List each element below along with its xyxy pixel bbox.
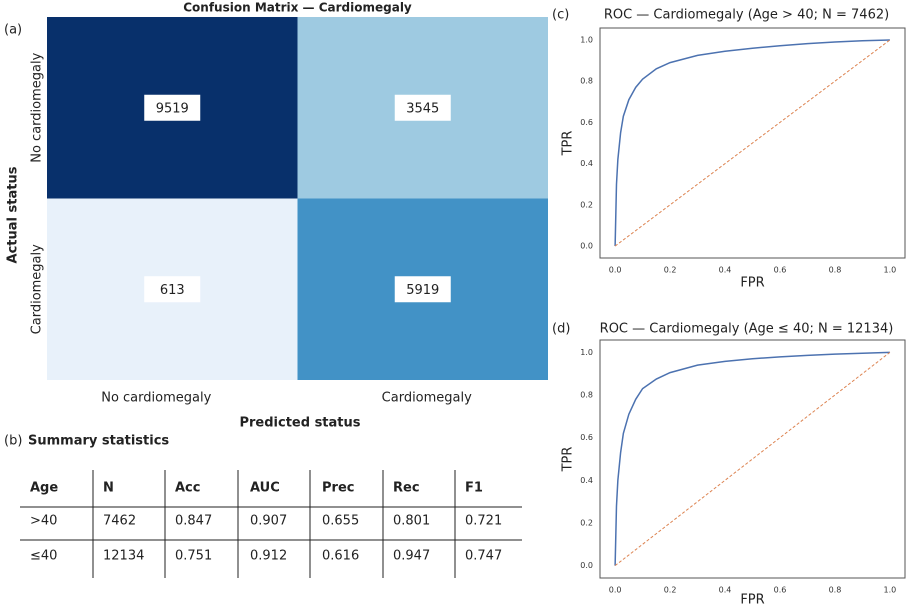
roc-line — [614, 351, 890, 566]
table-cell: 0.947 — [393, 549, 430, 564]
value-label: 9519 — [156, 101, 189, 116]
column-header: Prec — [322, 481, 354, 496]
table-cell: 7462 — [103, 514, 136, 529]
y-tick-label: 0.4 — [580, 476, 593, 485]
panel-label: (a) — [4, 23, 22, 38]
x-tick-label: 0.4 — [719, 266, 732, 275]
roc-line — [614, 39, 891, 247]
roc-line — [614, 39, 890, 247]
x-tick-label: 0.6 — [774, 586, 787, 595]
y-tick-label: 1.0 — [580, 348, 593, 357]
chart-title: Confusion Matrix — Cardiomegaly — [183, 1, 412, 15]
panel-label: (d) — [552, 322, 570, 337]
y-tick-label: 0.8 — [580, 77, 593, 86]
x-axis-label: Predicted status — [239, 416, 360, 431]
x-axis-label: FPR — [740, 276, 764, 291]
y-tick-label: 0.0 — [580, 561, 593, 570]
table-cell: 0.751 — [175, 549, 212, 564]
x-tick-label: 0.8 — [829, 586, 842, 595]
table-cell: 0.655 — [322, 514, 359, 529]
x-tick-label: 1.0 — [884, 586, 897, 595]
y-axis-label: TPR — [561, 131, 576, 157]
plot-frame — [599, 339, 906, 579]
x-tick-label: 0.8 — [829, 266, 842, 275]
table-cell: >40 — [30, 514, 57, 529]
table-title: Summary statistics — [28, 434, 169, 449]
x-axis-label: FPR — [740, 593, 764, 608]
column-header: F1 — [465, 481, 483, 496]
y-tick-label: No cardiomegaly — [30, 52, 45, 162]
table-cell: 0.907 — [250, 514, 287, 529]
panel-label: (c) — [552, 8, 569, 23]
x-tick-label: 0.2 — [664, 586, 677, 595]
y-axis-label: Actual status — [6, 166, 21, 263]
y-tick-label: 0.6 — [580, 433, 593, 442]
table-cell: 0.847 — [175, 514, 212, 529]
plot-frame — [599, 27, 906, 259]
y-tick-label: 0.2 — [580, 518, 593, 527]
y-tick-label: 0.8 — [580, 391, 593, 400]
y-tick-label: 0.4 — [580, 159, 593, 168]
table-cell: 12134 — [103, 549, 144, 564]
column-header: Rec — [393, 481, 420, 496]
x-tick-label: 0.0 — [609, 586, 622, 595]
table-cell: 0.616 — [322, 549, 359, 564]
table-cell: 0.801 — [393, 514, 430, 529]
value-label: 613 — [160, 283, 185, 298]
value-label-box — [394, 276, 451, 303]
value-label-box — [144, 276, 201, 303]
y-tick-label: 0.2 — [580, 200, 593, 209]
y-tick-label: 1.0 — [580, 35, 593, 44]
column-header: AUC — [250, 481, 280, 496]
y-tick-label: 0.0 — [580, 242, 593, 251]
table-cell: 0.721 — [465, 514, 502, 529]
x-tick-label: No cardiomegaly — [101, 391, 211, 406]
y-tick-label: 0.6 — [580, 118, 593, 127]
value-label-box — [394, 94, 451, 121]
x-tick-label: 0.4 — [719, 586, 732, 595]
value-label-box — [144, 94, 201, 121]
column-header: Age — [30, 481, 58, 496]
x-tick-label: 0.2 — [664, 266, 677, 275]
x-tick-label: 1.0 — [884, 266, 897, 275]
value-label: 5919 — [406, 283, 439, 298]
y-tick-label: Cardiomegaly — [30, 244, 45, 334]
table-cell: ≤40 — [30, 549, 57, 564]
table-cell: 0.912 — [250, 549, 287, 564]
table-cell: 0.747 — [465, 549, 502, 564]
x-tick-label: 0.6 — [774, 266, 787, 275]
roc-line — [614, 351, 891, 567]
y-axis-label: TPR — [561, 447, 576, 473]
x-tick-label: 0.0 — [609, 266, 622, 275]
chart-title: ROC — Cardiomegaly (Age ≤ 40; N = 12134) — [600, 322, 894, 337]
value-label: 3545 — [406, 101, 439, 116]
x-tick-label: Cardiomegaly — [382, 391, 472, 406]
column-header: N — [103, 481, 114, 496]
column-header: Acc — [175, 481, 200, 496]
panel-label: (b) — [4, 434, 22, 449]
chart-title: ROC — Cardiomegaly (Age > 40; N = 7462) — [604, 8, 889, 23]
